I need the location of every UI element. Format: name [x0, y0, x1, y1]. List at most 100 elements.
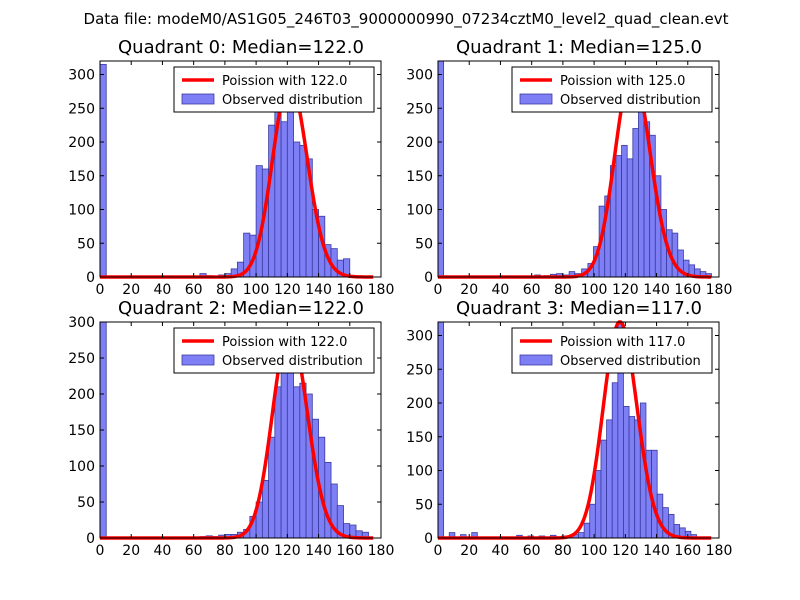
x-tick-label: 0	[96, 543, 105, 559]
subplot-quadrant-2: Quadrant 2: Median=122.0 0 20 40 60 80 100 120…	[68, 298, 394, 559]
histogram-bar	[99, 63, 107, 278]
x-axis-ticks: 0 20 40 60 80 100 120 140 160 180	[96, 322, 395, 559]
plot-area: 0 20 40 60 80 100 120 140 160 1800501001502002503…	[406, 320, 732, 559]
y-tick-label: 100	[406, 203, 433, 219]
legend-swatch-observed	[181, 354, 215, 366]
y-tick-label: 250	[406, 101, 433, 117]
y-tick-label: 100	[406, 464, 433, 480]
x-tick-label: 100	[581, 282, 608, 298]
legend-label-poisson: Poission with 117.0	[560, 335, 685, 350]
subplot-quadrant-0: Quadrant 0: Median=122.0 0 20 40 60 80 100 120…	[68, 37, 394, 298]
x-tick-label: 100	[243, 282, 270, 298]
y-tick-label: 50	[415, 497, 433, 513]
x-tick-label: 20	[122, 282, 140, 298]
y-tick-label: 0	[424, 270, 433, 286]
histogram-bar	[589, 503, 596, 539]
x-tick-label: 60	[523, 282, 541, 298]
x-tick-label: 80	[554, 282, 572, 298]
x-tick-label: 120	[274, 282, 301, 298]
x-tick-label: 0	[434, 543, 443, 559]
y-tick-label: 0	[86, 270, 95, 286]
x-tick-label: 140	[643, 282, 670, 298]
y-tick-label: 150	[68, 423, 95, 439]
x-tick-label: 140	[305, 282, 332, 298]
figure-suptitle: Data file: modeM0/AS1G05_246T03_90000009…	[84, 10, 729, 29]
x-tick-label: 60	[185, 543, 203, 559]
subplot-title: Quadrant 1: Median=125.0	[456, 37, 702, 58]
x-tick-label: 40	[154, 543, 172, 559]
legend-box	[173, 66, 375, 113]
y-axis-ticks: 0 50 100 150 200 250 300	[68, 68, 381, 286]
histogram-bar	[261, 479, 270, 539]
y-tick-label: 200	[68, 135, 95, 151]
histogram-bar	[286, 104, 294, 278]
x-tick-label: 80	[216, 543, 234, 559]
subplot-title: Quadrant 3: Median=117.0	[456, 298, 702, 319]
legend-label-observed: Observed distribution	[560, 354, 701, 369]
histogram-bar	[594, 470, 602, 539]
histogram-bar	[293, 141, 301, 278]
x-tick-label: 100	[581, 543, 608, 559]
y-tick-label: 250	[406, 362, 433, 378]
x-axis-ticks: 0 20 40 60 80 100 120 140 160 180	[434, 61, 732, 298]
x-axis-ticks: 0 20 40 60 80 100 120 140 160 180	[96, 61, 394, 298]
legend-swatch-observed	[519, 354, 553, 366]
histogram-bar	[626, 158, 634, 278]
axes-frame	[437, 321, 720, 539]
x-tick-label: 140	[643, 543, 670, 559]
histogram-bar	[671, 232, 679, 278]
y-tick-label: 200	[406, 396, 433, 412]
x-tick-label: 120	[612, 282, 639, 298]
y-tick-label: 50	[415, 236, 433, 252]
x-tick-label: 20	[122, 543, 140, 559]
legend-swatch-observed	[519, 93, 553, 105]
histogram-bar	[280, 121, 288, 278]
y-tick-label: 200	[406, 135, 433, 151]
y-tick-label: 50	[77, 236, 95, 252]
histogram-bar	[628, 416, 636, 539]
x-axis-ticks: 0 20 40 60 80 100 120 140 160 180	[434, 322, 732, 559]
legend: Poission with 125.0 Observed distribution	[511, 66, 713, 113]
y-tick-label: 250	[68, 351, 95, 367]
x-tick-label: 60	[523, 543, 541, 559]
subplot-title: Quadrant 2: Median=122.0	[118, 298, 364, 319]
legend-label-poisson: Poission with 122.0	[222, 335, 347, 350]
histogram-bar	[583, 522, 591, 539]
histogram-bar	[600, 439, 607, 539]
histogram-bar	[274, 386, 282, 539]
x-tick-label: 40	[492, 543, 510, 559]
y-axis-ticks: 0 50 100 150 200 250 300	[68, 315, 381, 547]
x-tick-label: 180	[368, 543, 395, 559]
histogram-bar	[611, 382, 619, 539]
x-tick-label: 80	[554, 543, 572, 559]
y-tick-label: 300	[406, 68, 433, 84]
y-tick-label: 50	[77, 495, 95, 511]
x-tick-label: 160	[336, 543, 363, 559]
y-tick-label: 100	[68, 203, 95, 219]
y-tick-label: 200	[68, 387, 95, 403]
x-tick-label: 140	[305, 543, 332, 559]
histogram-bar	[437, 60, 445, 278]
histogram-bar	[606, 419, 613, 539]
subplot-quadrant-3: Quadrant 3: Median=117.0 0 20 40 60 80 100 120…	[406, 298, 732, 559]
x-tick-label: 40	[154, 282, 172, 298]
legend: Poission with 117.0 Observed distribution	[511, 327, 713, 374]
histogram-bar	[615, 155, 622, 278]
histogram-bar	[268, 436, 276, 539]
y-axis-ticks: 0 50 100 150 200 250 300	[406, 68, 719, 286]
histogram-bar	[621, 144, 628, 278]
plot-area: 0 20 40 60 80 100 120 140 160 1800501001502002503…	[68, 60, 394, 298]
legend-box	[511, 327, 713, 374]
y-tick-label: 300	[68, 315, 95, 331]
x-tick-label: 120	[274, 543, 301, 559]
histogram-bar	[324, 461, 332, 539]
histogram-bar	[632, 128, 639, 278]
histogram-bar	[623, 405, 630, 539]
y-tick-label: 100	[68, 459, 95, 475]
x-tick-label: 160	[674, 282, 701, 298]
legend-label-observed: Observed distribution	[222, 354, 363, 369]
y-tick-label: 250	[68, 101, 95, 117]
histogram-bar	[293, 386, 301, 539]
y-tick-label: 300	[406, 329, 433, 345]
